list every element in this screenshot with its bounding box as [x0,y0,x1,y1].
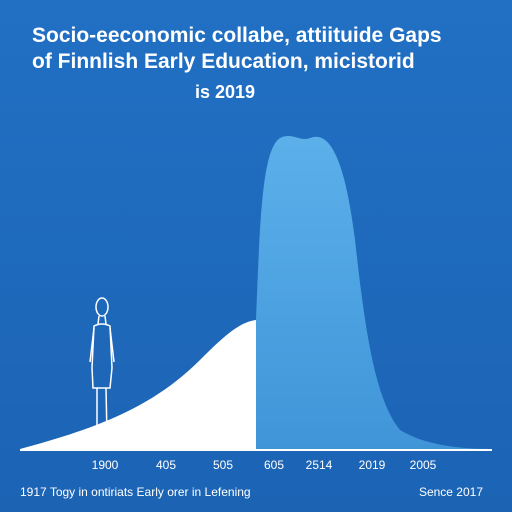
title-line: of Finnlish Early Education, micistorid [32,50,415,73]
title-line: Socio-eeconomic collabe, attiituide Gaps [32,24,442,47]
white-area [20,320,256,449]
axis-label: 1900 [92,458,119,472]
blue-area [256,136,498,449]
axis-label: 405 [156,458,176,472]
footer-right: Sence 2017 [419,485,483,499]
figure [89,297,115,439]
axis-label: 2019 [359,458,386,472]
axis-label: 605 [264,458,284,472]
footer-left: 1917 Togy in ontiriats Early orer in Lef… [20,485,251,499]
axis-label: 505 [213,458,233,472]
axis-label: 2514 [306,458,333,472]
axis-label: 2005 [410,458,437,472]
subtitle: is 2019 [195,82,255,102]
